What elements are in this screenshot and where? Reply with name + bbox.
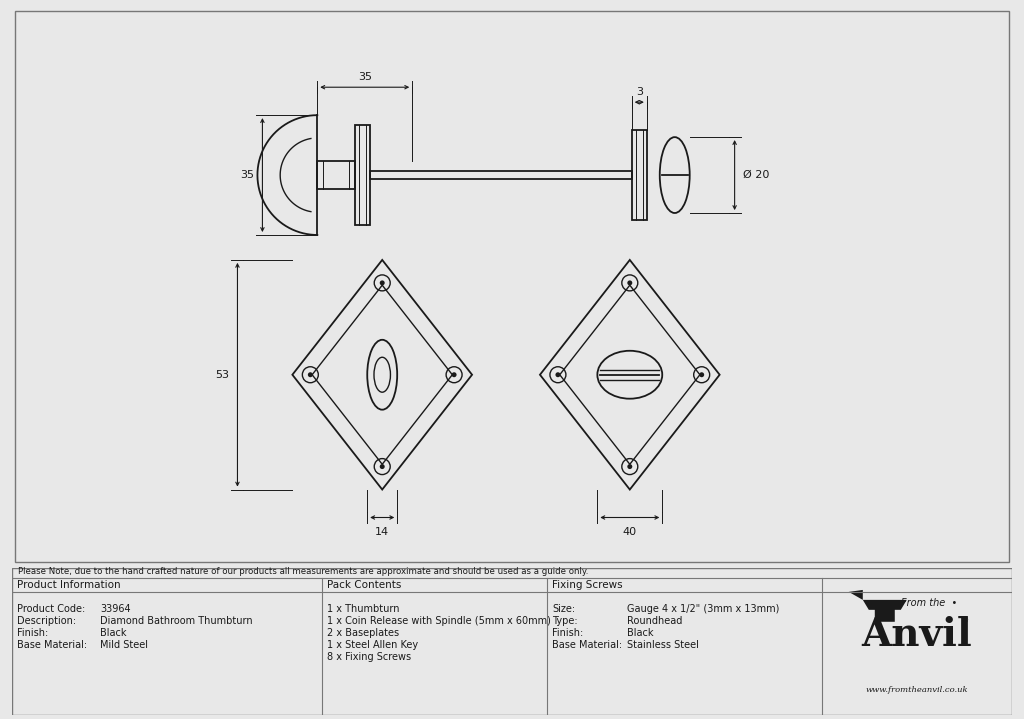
- Bar: [371, 171, 632, 179]
- Text: 33964: 33964: [100, 604, 131, 614]
- Text: Fixing Screws: Fixing Screws: [552, 580, 623, 590]
- Text: Description:: Description:: [17, 615, 77, 626]
- Text: Pack Contents: Pack Contents: [327, 580, 401, 590]
- Text: Stainless Steel: Stainless Steel: [627, 640, 698, 650]
- Bar: [632, 130, 647, 220]
- Text: 35: 35: [357, 72, 372, 82]
- Text: 53: 53: [215, 370, 229, 380]
- Text: Please Note, due to the hand crafted nature of our products all measurements are: Please Note, due to the hand crafted nat…: [18, 567, 589, 576]
- Bar: [355, 125, 371, 225]
- Circle shape: [380, 280, 385, 285]
- Text: Type:: Type:: [552, 615, 578, 626]
- Text: Black: Black: [100, 628, 127, 638]
- Text: Finish:: Finish:: [552, 628, 584, 638]
- Circle shape: [699, 372, 705, 377]
- Bar: [317, 161, 355, 189]
- Text: Size:: Size:: [552, 604, 575, 614]
- Circle shape: [452, 372, 457, 377]
- Circle shape: [380, 464, 385, 469]
- Text: Product Information: Product Information: [17, 580, 121, 590]
- Text: Base Material:: Base Material:: [552, 640, 623, 650]
- Text: 3: 3: [636, 87, 643, 97]
- Text: Anvil: Anvil: [861, 615, 972, 654]
- Text: Mild Steel: Mild Steel: [100, 640, 148, 650]
- Text: 40: 40: [623, 528, 637, 538]
- Text: 8 x Fixing Screws: 8 x Fixing Screws: [327, 651, 412, 661]
- Circle shape: [308, 372, 313, 377]
- Text: 1 x Steel Allen Key: 1 x Steel Allen Key: [327, 640, 418, 650]
- Text: From the  •: From the •: [901, 598, 956, 608]
- Text: 35: 35: [241, 170, 254, 180]
- Text: ®: ®: [961, 615, 969, 625]
- Text: Finish:: Finish:: [17, 628, 48, 638]
- Text: Ø 20: Ø 20: [742, 170, 769, 180]
- Text: Roundhead: Roundhead: [627, 615, 682, 626]
- Polygon shape: [849, 590, 863, 600]
- Circle shape: [555, 372, 560, 377]
- Text: Diamond Bathroom Thumbturn: Diamond Bathroom Thumbturn: [100, 615, 253, 626]
- Text: Black: Black: [627, 628, 653, 638]
- Text: www.fromtheanvil.co.uk: www.fromtheanvil.co.uk: [865, 685, 968, 694]
- Text: Gauge 4 x 1/2" (3mm x 13mm): Gauge 4 x 1/2" (3mm x 13mm): [627, 604, 779, 614]
- Polygon shape: [863, 600, 907, 622]
- Circle shape: [628, 280, 632, 285]
- Text: 1 x Coin Release with Spindle (5mm x 60mm): 1 x Coin Release with Spindle (5mm x 60m…: [327, 615, 551, 626]
- Text: Product Code:: Product Code:: [17, 604, 86, 614]
- Circle shape: [628, 464, 632, 469]
- Text: 1 x Thumbturn: 1 x Thumbturn: [327, 604, 399, 614]
- Text: Base Material:: Base Material:: [17, 640, 87, 650]
- Text: 14: 14: [375, 528, 389, 538]
- Text: 2 x Baseplates: 2 x Baseplates: [327, 628, 399, 638]
